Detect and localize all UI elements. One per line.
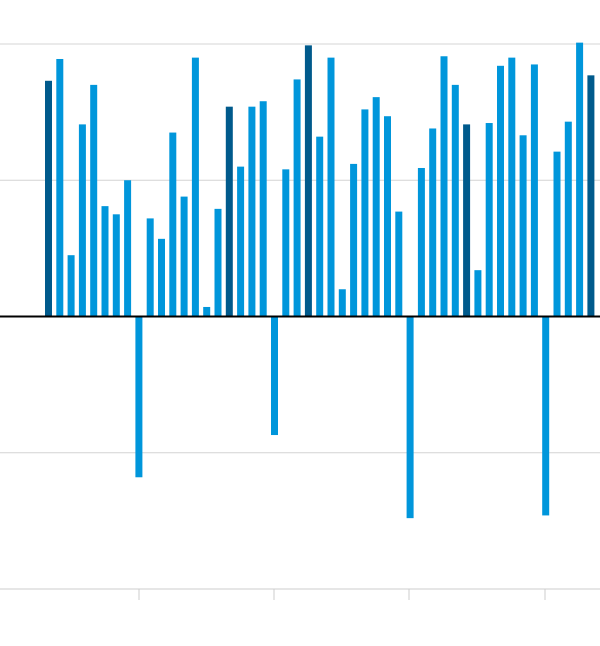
bar <box>440 56 448 317</box>
bar <box>101 206 109 317</box>
bar <box>451 84 459 317</box>
bar <box>564 121 572 317</box>
bar <box>282 169 290 317</box>
bar <box>146 218 154 317</box>
bar <box>237 166 245 317</box>
bar <box>530 64 538 317</box>
bar <box>519 135 527 317</box>
bar <box>158 238 165 317</box>
bar <box>463 124 471 317</box>
bar <box>78 124 86 317</box>
bar <box>485 123 493 317</box>
bars <box>45 42 595 519</box>
bar <box>56 58 64 317</box>
bar <box>169 132 177 317</box>
bar <box>304 45 312 317</box>
bar <box>248 106 256 317</box>
bar <box>361 109 369 317</box>
bar <box>395 211 403 317</box>
bar <box>338 289 346 317</box>
bar <box>417 167 425 317</box>
bar <box>497 65 504 317</box>
bar <box>350 163 358 317</box>
bar <box>191 57 199 317</box>
bar <box>203 306 211 317</box>
bar <box>384 116 391 317</box>
bar <box>135 316 143 478</box>
bar <box>372 97 380 317</box>
bar <box>553 151 561 317</box>
bar <box>124 180 132 317</box>
axes <box>0 315 600 600</box>
bar <box>542 316 550 516</box>
bar <box>474 270 482 317</box>
bar <box>429 128 437 317</box>
bar <box>327 57 335 317</box>
bar <box>214 208 222 317</box>
bar <box>293 79 301 317</box>
bar <box>225 106 233 317</box>
bar <box>112 214 120 317</box>
bar <box>259 101 267 317</box>
bar <box>67 255 75 317</box>
bar <box>45 80 52 317</box>
bar <box>406 316 414 519</box>
bar <box>271 316 278 436</box>
bar <box>508 57 516 317</box>
bar <box>180 196 188 317</box>
bar <box>90 84 98 317</box>
bar <box>587 75 595 317</box>
bar <box>576 42 584 317</box>
bar <box>316 136 324 317</box>
